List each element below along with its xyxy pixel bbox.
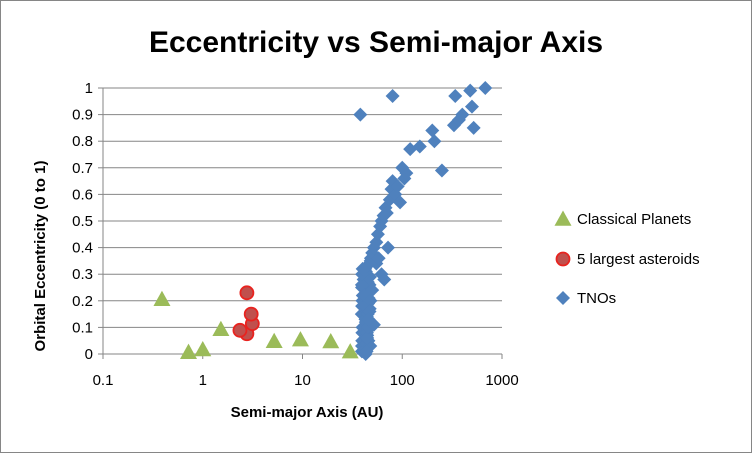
data-point [265,332,283,349]
data-point [463,83,478,98]
data-point [393,195,408,210]
y-tick-label: 0.7 [72,160,93,177]
data-point [153,290,171,307]
x-tick-label: 1 [199,372,207,389]
data-point [399,166,414,181]
legend-label: Classical Planets [577,211,691,228]
data-point [361,312,376,327]
x-tick-label: 0.1 [93,372,114,389]
y-tick-label: 0.2 [72,293,93,310]
data-point [354,277,369,292]
data-point [353,107,368,122]
y-tick-label: 1 [85,80,93,97]
data-point [448,88,463,103]
data-point [377,272,392,287]
data-point [403,142,418,157]
y-tick-label: 0.5 [72,213,93,230]
x-tick-labels: 0.1 1 10 100 1000 [93,372,519,389]
series-diamond-points [353,81,493,361]
legend-marker [556,291,570,305]
data-point [412,139,427,154]
y-tick-label: 0.1 [72,319,93,336]
data-point [180,343,198,359]
data-point [362,304,377,319]
x-axis-title: Semi-major Axis (AU) [231,404,384,421]
data-point [478,81,493,95]
y-tick-label: 0.4 [72,240,93,257]
y-tick-label: 0.9 [72,107,93,124]
x-tick-label: 1000 [485,372,518,389]
data-points [153,81,493,361]
data-point [365,283,380,298]
x-tick-label: 10 [294,372,311,389]
data-point [291,331,309,347]
data-point [359,344,374,359]
data-point [360,331,375,346]
gridlines [103,87,502,328]
data-point [425,123,440,138]
data-point [455,107,470,122]
data-point [390,179,405,194]
x-tick-label: 100 [390,372,415,389]
axes [98,87,503,359]
data-point [363,293,378,308]
legend-marker [555,251,571,267]
data-point [371,251,386,266]
y-tick-label: 0.3 [72,266,93,283]
legend: Classical Planets 5 largest asteroids TNOs [554,210,700,307]
data-point [341,343,359,359]
data-point [322,332,340,349]
y-axis-title: Orbital Eccentricity (0 to 1) [32,161,49,352]
data-point [379,206,394,221]
data-point [381,240,396,255]
data-point [194,340,212,357]
data-point [464,99,479,114]
legend-label: TNOs [577,290,616,307]
chart-title: Eccentricity vs Semi-major Axis [149,26,603,59]
legend-label: 5 largest asteroids [577,251,700,268]
data-point [232,322,248,338]
data-point [212,320,230,337]
series-circle-points [232,285,260,342]
data-point [243,306,259,322]
data-point [434,163,449,178]
y-tick-label: 0.6 [72,186,93,203]
y-tick-label: 0 [85,346,93,363]
data-point [355,261,370,276]
data-point [427,134,442,149]
data-point [385,88,400,103]
series-triangle-points [153,290,359,359]
data-point [239,285,255,301]
y-tick-label: 0.8 [72,133,93,150]
data-point [466,120,481,135]
y-tick-labels: 0 0.1 0.2 0.3 0.4 0.5 0.6 0.7 0.8 0.9 1 [72,80,93,363]
legend-marker [554,210,572,226]
